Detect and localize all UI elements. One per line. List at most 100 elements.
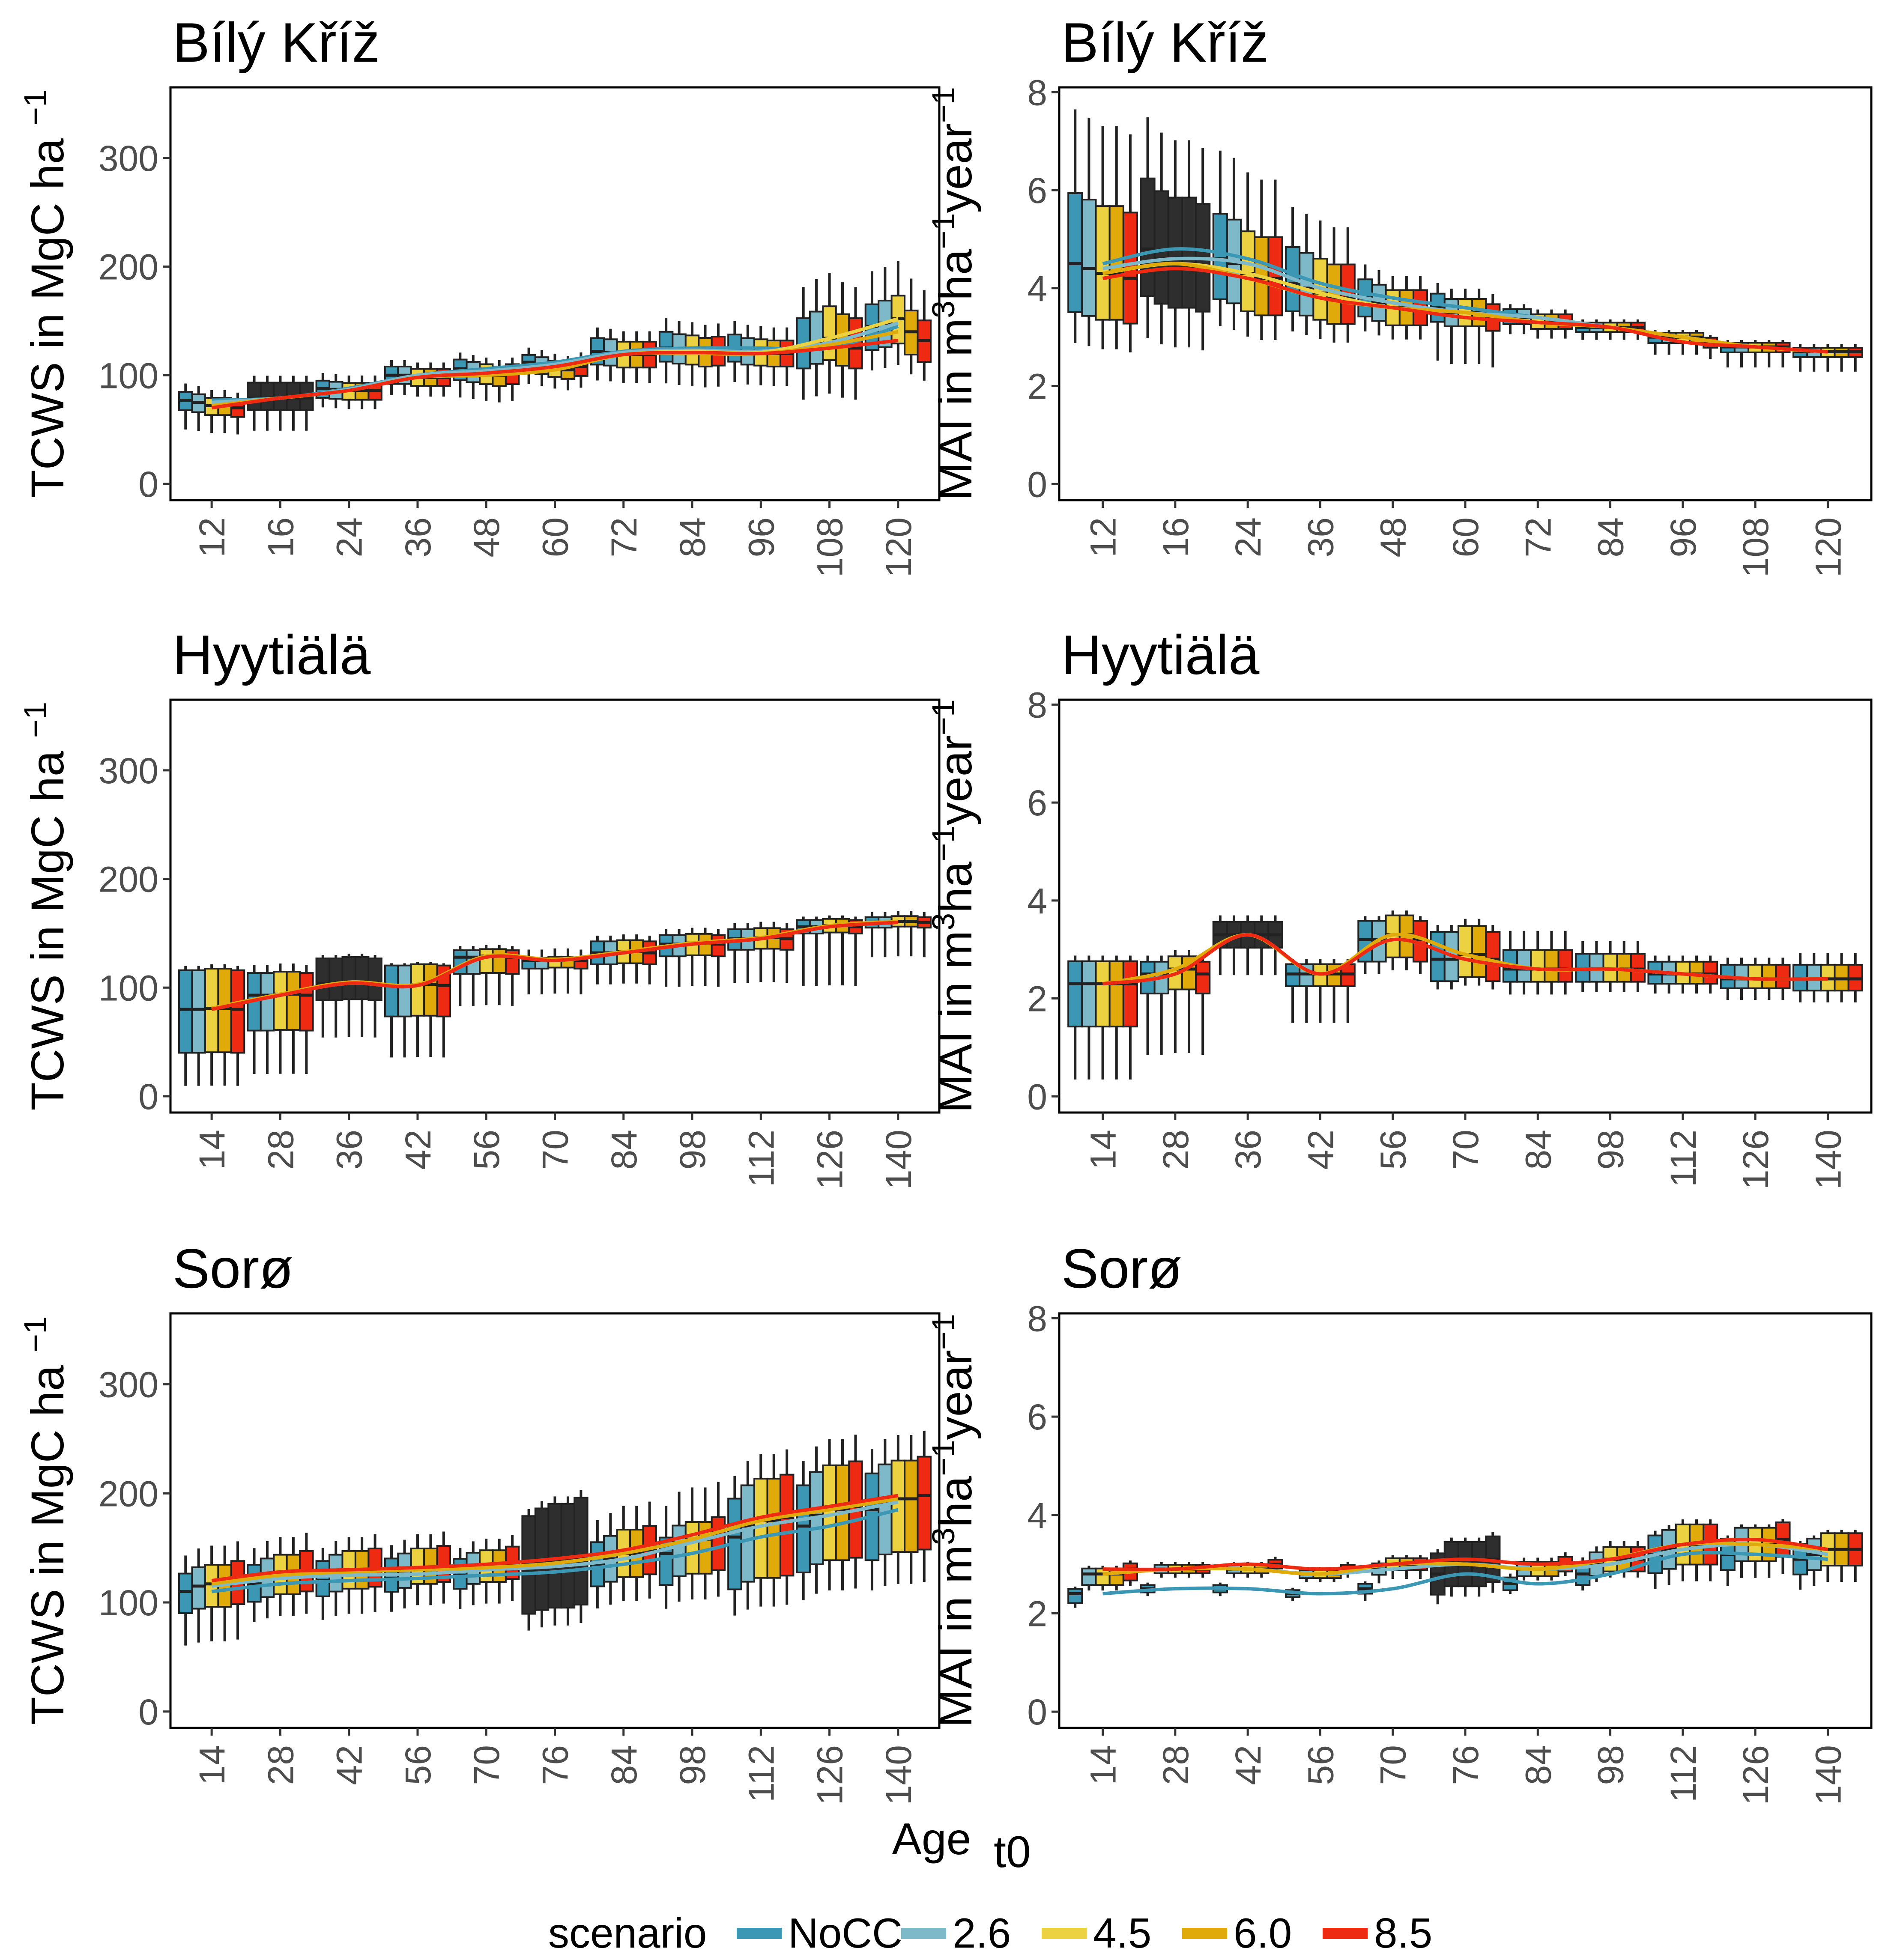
x-tick-label: 72: [1518, 517, 1558, 557]
legend-swatch-8.5: [1323, 1928, 1368, 1939]
box-8.5: [1485, 931, 1501, 982]
box-4.5: [1240, 230, 1256, 313]
box-6.0: [354, 956, 370, 1000]
panel-hyy-tcws: Hyytiälä 0 100 200 300 TCWS in MgC ha −1 14 28 3…: [18, 624, 941, 1190]
x-tick-label: 140: [878, 1130, 919, 1190]
panel-title: Hyytiälä: [173, 624, 371, 686]
box-2.6: [740, 1484, 756, 1583]
x-tick-label: 28: [260, 1745, 301, 1785]
x-tick-label: 42: [398, 1130, 438, 1169]
legend-swatch-6.0: [1182, 1928, 1227, 1939]
box-2.6: [1081, 199, 1097, 317]
x-tick-label: 98: [672, 1745, 713, 1785]
legend-title: scenario: [548, 1909, 707, 1957]
box-6.0: [1181, 197, 1197, 309]
box-4.5: [1167, 197, 1183, 309]
y-axis-title: TCWS in MgC ha −1: [18, 702, 73, 1111]
box-4.5: [204, 967, 219, 1053]
x-tick-label: 72: [604, 517, 644, 557]
box-4.5: [479, 948, 494, 974]
x-tick-label: 14: [1083, 1745, 1123, 1785]
box-NoCC: [178, 969, 193, 1054]
plot-frame: [169, 698, 941, 1114]
trend-line-8.5: [1102, 267, 1828, 354]
legend: scenario NoCC 2.6 4.5 6.0 8.5: [548, 1909, 1432, 1957]
y-tick-label: 200: [99, 247, 158, 287]
y-tick-label: 0: [1027, 464, 1047, 504]
box-2.6: [809, 310, 824, 365]
x-tick-label: 98: [1591, 1130, 1631, 1169]
x-tick-label: 36: [329, 1130, 370, 1169]
box-8.5: [917, 1456, 932, 1551]
trend-line-6.0: [211, 1497, 899, 1586]
y-tick-label: 0: [138, 1692, 158, 1732]
y-tick-label: 100: [99, 1583, 158, 1623]
x-tick-label: 84: [604, 1745, 644, 1785]
x-tick-label: 112: [741, 1130, 781, 1187]
x-tick-label: 12: [1083, 517, 1123, 557]
box-8.5: [711, 934, 726, 958]
y-tick-label: 8: [1027, 72, 1047, 113]
legend-swatch-4.5: [1042, 1928, 1087, 1939]
x-tick-label: 60: [535, 517, 576, 557]
x-tick-label: 96: [1663, 517, 1703, 557]
x-tick-label: 28: [1156, 1130, 1196, 1169]
box-2.6: [1153, 190, 1169, 305]
y-tick-label: 100: [99, 968, 158, 1008]
legend-label-4.5: 4.5: [1093, 1909, 1151, 1957]
x-tick-label: 112: [1663, 1745, 1703, 1802]
box-2.6: [878, 1463, 893, 1555]
trend-line-2.6: [211, 1500, 899, 1588]
box-NoCC: [178, 1572, 193, 1614]
x-tick-label: 120: [878, 517, 919, 577]
box-8.5: [1195, 961, 1211, 995]
y-axis-title: MAI in m3ha−1year−1: [926, 1314, 981, 1727]
legend-label-8.5: 8.5: [1374, 1909, 1432, 1957]
box-6.0: [1471, 925, 1487, 978]
x-tick-label: 70: [466, 1745, 507, 1785]
x-tick-label: 14: [1083, 1130, 1123, 1169]
box-6.0: [1108, 960, 1124, 1028]
box-4.5: [547, 1503, 562, 1609]
plot-frame: [1058, 1312, 1873, 1729]
x-tick-label: 56: [1373, 1130, 1413, 1169]
trend-line-8.5: [211, 921, 899, 1011]
x-tick-label: 36: [398, 517, 438, 557]
x-tick-label: 42: [329, 1745, 370, 1785]
box-2.6: [260, 972, 275, 1032]
y-axis-title: MAI in m3ha−1year−1: [926, 87, 981, 501]
y-tick-label: 2: [1027, 1593, 1047, 1634]
y-tick-label: 300: [99, 1365, 158, 1405]
box-NoCC: [315, 1560, 331, 1597]
panel-soro-tcws: Sorø 0 100 200 300 TCWS in MgC ha −1 14 28 42 56 7…: [18, 1237, 941, 1805]
x-tick-label: 126: [1736, 1130, 1776, 1190]
x-tick-label: 84: [1518, 1130, 1558, 1169]
box-8.5: [1775, 964, 1791, 989]
box-8.5: [574, 1497, 589, 1606]
x-tick-label: 56: [466, 1130, 507, 1169]
plot-frame: [169, 86, 941, 501]
x-tick-label: 48: [466, 517, 507, 557]
y-tick-label: 6: [1027, 1397, 1047, 1437]
panel-title: Sorø: [1061, 1237, 1182, 1300]
box-4.5: [273, 971, 288, 1031]
x-tick-label: 126: [810, 1130, 850, 1190]
x-tick-label: 70: [535, 1130, 576, 1169]
box-2.6: [397, 964, 412, 1017]
y-tick-label: 4: [1027, 268, 1047, 309]
panel-bily-tcws: Bílý Kříž 0 100 200 300 TCWS in MgC ha −1 12 16…: [18, 11, 941, 577]
x-tick-label: 108: [1736, 517, 1776, 577]
x-tick-label: 84: [1518, 1745, 1558, 1785]
box-4.5: [890, 1459, 906, 1553]
y-tick-label: 4: [1027, 881, 1047, 921]
x-tick-label: 28: [260, 1130, 301, 1169]
legend-label-6.0: 6.0: [1234, 1909, 1292, 1957]
x-tick-label: 112: [1663, 1130, 1703, 1187]
legend-label-2.6: 2.6: [953, 1909, 1011, 1957]
y-tick-label: 300: [99, 751, 158, 791]
y-tick-label: 6: [1027, 783, 1047, 823]
trend-line-8.5: [211, 1494, 899, 1583]
x-tick-label: 84: [604, 1130, 644, 1169]
panel-title: Bílý Kříž: [173, 11, 380, 74]
